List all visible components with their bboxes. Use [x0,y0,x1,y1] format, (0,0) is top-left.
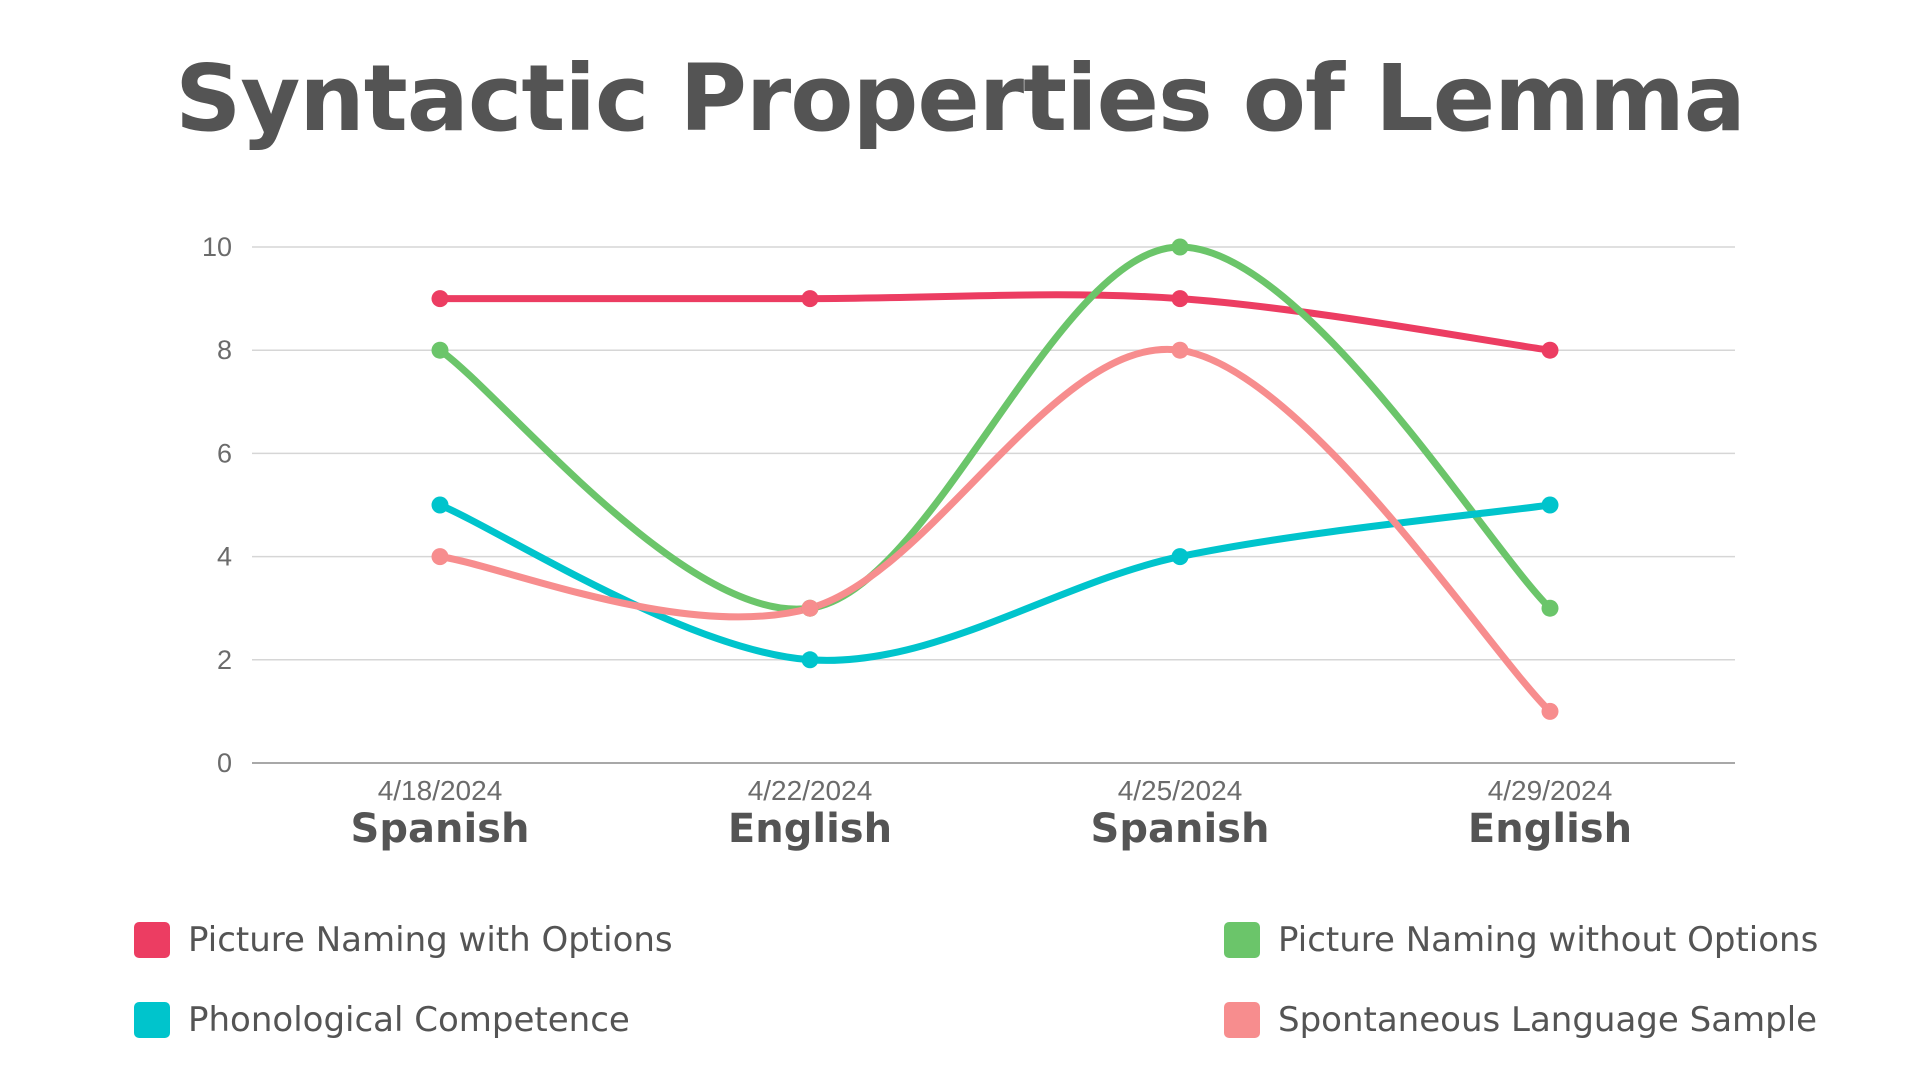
data-point [801,290,819,308]
legend-item: Spontaneous Language Sample [1224,1000,1817,1040]
data-point [1541,599,1559,617]
data-point [1171,548,1189,566]
x-tick-label: 4/25/2024 [1118,775,1243,806]
x-axis-labels: 4/18/2024Spanish4/22/2024English4/25/202… [351,775,1633,852]
y-tick-label: 8 [217,335,232,365]
legend-item: Phonological Competence [134,1000,630,1040]
legend-item: Picture Naming without Options [1224,920,1818,960]
data-point [1171,290,1189,308]
data-point [1171,341,1189,359]
legend-label: Phonological Competence [188,1000,630,1040]
series-lines [436,243,1554,715]
y-tick-label: 2 [217,645,232,675]
legend-label: Picture Naming without Options [1278,920,1819,960]
legend-swatch-icon [1224,1002,1260,1038]
language-label: English [1468,806,1632,852]
data-point [431,290,449,308]
data-point [431,496,449,514]
data-point [801,599,819,617]
legend-label: Picture Naming with Options [188,920,673,960]
legend-item: Picture Naming with Options [134,920,673,960]
data-point [1541,702,1559,720]
chart-title: Syntactic Properties of Lemma [175,45,1746,152]
x-tick-label: 4/18/2024 [378,775,503,806]
x-tick-label: 4/22/2024 [748,775,873,806]
language-label: Spanish [1091,806,1270,852]
series-line [436,291,1554,354]
series-line [436,345,1554,715]
y-tick-label: 4 [217,542,232,572]
legend-label: Spontaneous Language Sample [1278,1000,1818,1040]
series-line [436,501,1554,664]
y-tick-label: 0 [217,748,232,778]
series-line [436,243,1554,613]
data-point [1171,238,1189,256]
legend-swatch-icon [1224,922,1260,958]
data-point [1541,496,1559,514]
x-tick-label: 4/29/2024 [1488,775,1613,806]
legend-swatch-icon [134,1002,170,1038]
series-points [431,238,1559,720]
data-point [801,651,819,669]
grid-lines [252,246,1735,764]
data-point [431,341,449,359]
y-axis-ticks: 0 2 4 6 8 10 [202,232,232,778]
data-point [1541,341,1559,359]
language-label: Spanish [351,806,530,852]
y-tick-label: 6 [217,438,232,468]
legend-swatch-icon [134,922,170,958]
data-point [431,548,449,566]
language-label: English [728,806,892,852]
y-tick-label: 10 [202,232,232,262]
